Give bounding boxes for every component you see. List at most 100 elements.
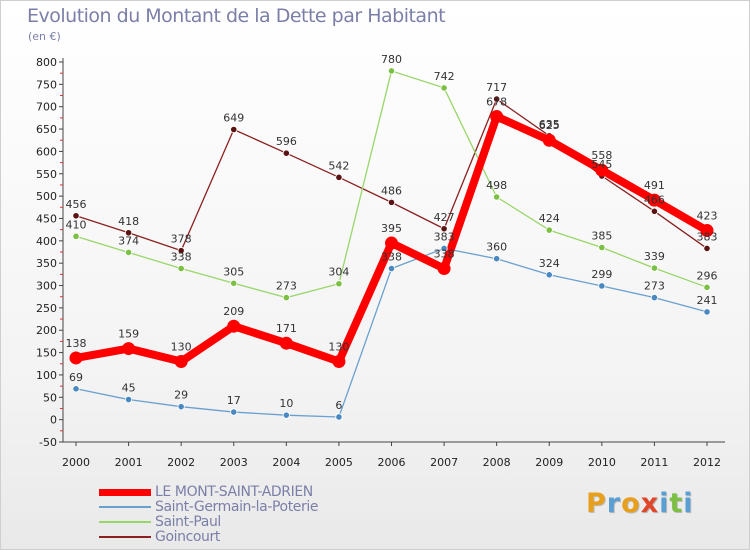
data-label: 486 (381, 184, 402, 197)
data-label: 385 (591, 230, 612, 243)
data-point (703, 244, 711, 253)
data-label: 545 (591, 158, 612, 171)
data-label: 299 (591, 268, 612, 281)
data-point (332, 355, 346, 369)
data-point (440, 244, 448, 253)
chart-title: Evolution du Montant de la Dette par Hab… (27, 5, 446, 27)
logo-letter: t (669, 488, 684, 519)
data-point (230, 279, 238, 287)
x-tick-label: 2011 (640, 456, 668, 469)
data-point (227, 319, 241, 333)
data-label: 360 (486, 241, 507, 254)
data-point (493, 95, 501, 103)
data-point (124, 229, 133, 237)
y-tick-label: 500 (36, 190, 57, 203)
x-tick-label: 2000 (62, 456, 90, 469)
data-label: 466 (644, 193, 665, 206)
data-label: 304 (328, 266, 349, 279)
y-tick-label: 750 (36, 78, 57, 91)
data-point (124, 248, 133, 257)
data-label: 374 (118, 234, 139, 247)
x-tick-label: 2004 (272, 456, 300, 469)
data-label: 542 (328, 159, 349, 172)
data-point (703, 308, 711, 316)
x-tick-label: 2002 (167, 456, 195, 469)
data-point (440, 84, 448, 92)
data-point (230, 408, 238, 416)
data-label: 395 (381, 222, 402, 235)
data-label: 6 (335, 399, 342, 412)
data-point (385, 236, 398, 250)
data-label: 338 (171, 251, 192, 264)
data-point (545, 271, 553, 279)
data-point (124, 395, 133, 404)
data-label: 138 (66, 337, 87, 350)
data-point (595, 163, 609, 177)
logo-letter: i (659, 488, 670, 519)
data-label: 635 (539, 118, 560, 131)
data-label: 29 (174, 389, 188, 402)
data-label: 296 (697, 269, 718, 282)
data-label: 324 (539, 257, 560, 270)
y-tick-label: -50 (39, 436, 57, 449)
y-tick-label: 450 (36, 212, 57, 225)
data-label: 410 (66, 218, 87, 231)
data-label: 780 (381, 53, 402, 66)
x-tick-label: 2006 (378, 456, 406, 469)
x-tick-label: 2009 (535, 456, 563, 469)
data-point (335, 173, 343, 181)
data-label: 209 (223, 305, 244, 318)
data-label: 383 (697, 230, 718, 243)
y-tick-label: 0 (50, 414, 57, 427)
data-point (700, 224, 714, 238)
data-point (598, 282, 606, 290)
y-tick-label: 50 (43, 391, 57, 404)
series-line-saint-germain-la-poterie (75, 247, 708, 418)
data-point (387, 67, 396, 75)
legend-swatch (99, 488, 151, 496)
data-point (72, 212, 80, 220)
legend-label: Saint-Germain-la-Poterie (155, 499, 319, 515)
data-label: 241 (697, 294, 718, 307)
legend-swatch (99, 536, 151, 538)
logo-letter: r (606, 488, 622, 519)
data-point (282, 411, 290, 419)
y-tick-label: 650 (36, 123, 57, 136)
data-label: 427 (434, 211, 455, 224)
data-label: 491 (644, 179, 665, 192)
data-label: 338 (381, 251, 402, 264)
data-label: 273 (644, 280, 665, 293)
y-unit-label: (en €) (28, 30, 61, 43)
data-point (279, 336, 293, 350)
logo-letter: P (586, 488, 607, 519)
y-tick-label: 600 (36, 145, 57, 158)
data-point (490, 110, 504, 124)
legend-swatch (99, 521, 151, 523)
data-point (230, 125, 238, 134)
data-point (177, 264, 185, 273)
x-tick-label: 2005 (325, 456, 353, 469)
logo-letter: i (683, 488, 694, 519)
data-label: 171 (276, 322, 297, 335)
data-point (72, 232, 80, 240)
data-point (598, 243, 606, 252)
data-label: 10 (279, 397, 293, 410)
data-label: 418 (118, 215, 139, 228)
x-tick-label: 2003 (220, 456, 248, 469)
data-label: 596 (276, 135, 297, 148)
data-point (177, 247, 185, 255)
data-label: 424 (539, 212, 560, 225)
data-point (69, 351, 83, 365)
data-point (545, 226, 553, 234)
y-tick-label: 700 (36, 101, 57, 114)
logo-letter: o (621, 488, 641, 519)
legend-swatch (99, 506, 151, 508)
data-label: 69 (69, 371, 83, 384)
data-label: 159 (118, 328, 139, 341)
data-label: 717 (486, 81, 507, 94)
x-tick-label: 2001 (115, 456, 143, 469)
x-tick-label: 2012 (693, 456, 721, 469)
y-tick-label: 550 (36, 168, 57, 181)
